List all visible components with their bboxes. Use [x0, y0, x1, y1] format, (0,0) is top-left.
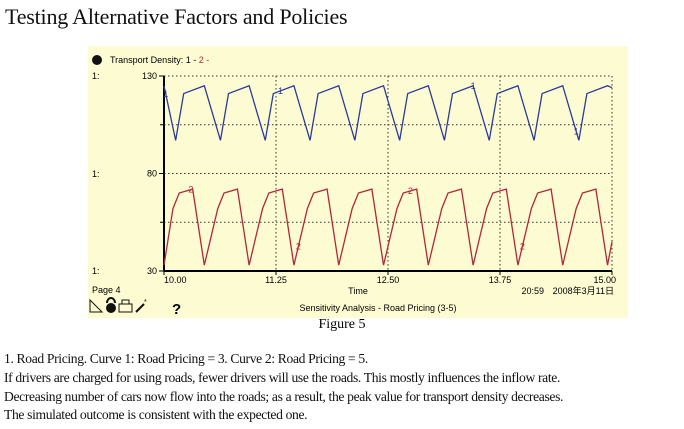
y-tick-label: 80 — [147, 169, 157, 179]
series-2-marker: 2 — [188, 185, 193, 195]
legend-title: Transport Density: 1 - 2 - — [110, 55, 209, 65]
x-axis-label: Time — [348, 286, 368, 296]
magic-wand-icon[interactable]: * — [135, 299, 147, 313]
paragraph-4: The simulated outcome is consistent with… — [4, 407, 308, 422]
x-tick-label: 15.00 — [593, 275, 616, 285]
y-tick-label: 30 — [147, 266, 157, 276]
run-label: Sensitivity Analysis - Road Pricing (3-5… — [299, 303, 456, 313]
series-2-marker: 2 — [408, 186, 413, 196]
paragraph-1: 1. Road Pricing. Curve 1: Road Pricing =… — [4, 351, 368, 366]
axis-marker-top: 1: — [92, 71, 100, 81]
help-icon[interactable]: ? — [172, 301, 181, 318]
page-title: Testing Alternative Factors and Policies — [5, 4, 348, 29]
paragraph-3: Decreasing number of cars now flow into … — [4, 389, 564, 404]
series-1-marker: 1 — [278, 86, 283, 96]
printer-icon[interactable] — [118, 299, 133, 313]
y-tick-label: 130 — [142, 71, 157, 81]
graph-type-icon[interactable] — [89, 298, 104, 313]
paragraph-2: If drivers are charged for using roads, … — [4, 370, 561, 385]
x-tick-label: 11.25 — [265, 275, 287, 285]
series-1-marker: 1 — [471, 81, 476, 91]
x-tick-label: 13.75 — [489, 275, 512, 285]
figure-caption: Figure 5 — [318, 317, 366, 332]
series-1-marker: 1 — [574, 126, 579, 136]
svg-text:*: * — [144, 299, 147, 306]
axis-marker-mid: 1: — [92, 169, 100, 179]
series-2-marker: 2 — [296, 241, 301, 251]
series-2-marker: 2 — [520, 241, 525, 251]
series-1-marker: 1 — [163, 89, 168, 99]
series-2-line — [163, 188, 613, 266]
transport-density-chart: Transport Density: 1 - 2 - 1: 1: 1: 1 111… — [89, 55, 616, 318]
page-label: Page 4 — [92, 285, 121, 295]
axis-marker-bottom: 1: — [92, 266, 100, 276]
lock-icon[interactable] — [106, 297, 116, 313]
series-1-line — [163, 84, 613, 141]
x-tick-label: 10.00 — [164, 275, 187, 285]
date: 2008年3月11日 — [553, 285, 614, 296]
pie-icon[interactable] — [92, 55, 102, 65]
x-tick-label: 12.50 — [377, 275, 400, 285]
clock: 20:59 — [521, 286, 544, 296]
